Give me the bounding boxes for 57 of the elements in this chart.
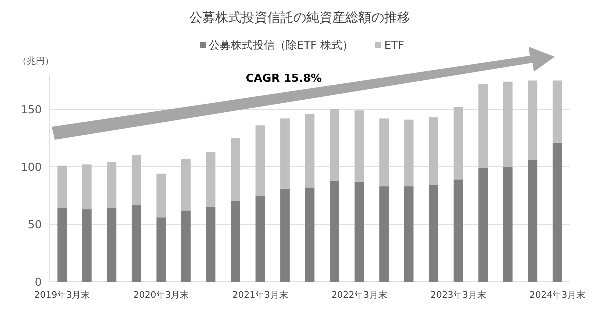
bar <box>206 152 216 208</box>
bar <box>330 110 340 181</box>
bar <box>552 80 562 143</box>
legend-label: ETF <box>384 39 404 52</box>
bar <box>58 208 68 282</box>
bar <box>280 188 290 282</box>
bar <box>256 126 266 196</box>
bar <box>82 210 92 282</box>
bar <box>107 208 117 282</box>
bar <box>354 110 364 182</box>
bar <box>354 182 364 282</box>
bar <box>231 138 240 202</box>
x-tick-label: 2021年3月末 <box>232 290 288 301</box>
legend-label: 公募株式投信（除ETF 株式） <box>209 39 354 52</box>
bar <box>132 204 142 282</box>
bar <box>156 174 166 218</box>
bar <box>58 166 68 208</box>
x-tick-label: 2023年3月末 <box>430 290 486 301</box>
bar <box>330 180 340 282</box>
x-tick-label: 2024年3月末 <box>530 290 586 301</box>
bar <box>380 186 389 282</box>
y-tick-label: 50 <box>28 218 42 232</box>
bar <box>305 114 315 188</box>
chart-title: 公募株式投資信託の純資産総額の推移 <box>190 10 410 26</box>
bar <box>552 142 562 282</box>
bar <box>404 120 414 187</box>
bar <box>181 210 191 282</box>
bar <box>82 164 92 210</box>
bar <box>181 158 191 211</box>
bar <box>503 167 513 282</box>
bar <box>156 218 166 282</box>
bar <box>478 84 488 168</box>
bar <box>429 118 439 186</box>
bar <box>280 118 290 189</box>
bar <box>231 202 240 282</box>
bar <box>454 107 464 180</box>
y-tick-label: 0 <box>35 276 42 289</box>
bar <box>478 168 488 282</box>
bar <box>256 196 266 282</box>
bar <box>528 80 538 160</box>
y-tick-label: 100 <box>21 161 42 174</box>
y-axis-title: （兆円） <box>18 56 54 67</box>
bar <box>528 160 538 282</box>
bar <box>380 118 389 187</box>
bar <box>404 186 414 282</box>
annotation: CAGR 15.8% <box>246 72 322 85</box>
bar <box>305 188 315 282</box>
bar <box>429 185 439 282</box>
x-tick-label: 2022年3月末 <box>332 290 388 301</box>
bar <box>132 156 142 205</box>
bar <box>206 207 216 282</box>
x-tick-label: 2020年3月末 <box>134 290 190 301</box>
bar <box>454 180 464 282</box>
x-tick-label: 2019年3月末 <box>34 290 90 301</box>
y-tick-label: 150 <box>21 104 42 116</box>
bar <box>503 82 513 167</box>
bar <box>107 162 117 208</box>
